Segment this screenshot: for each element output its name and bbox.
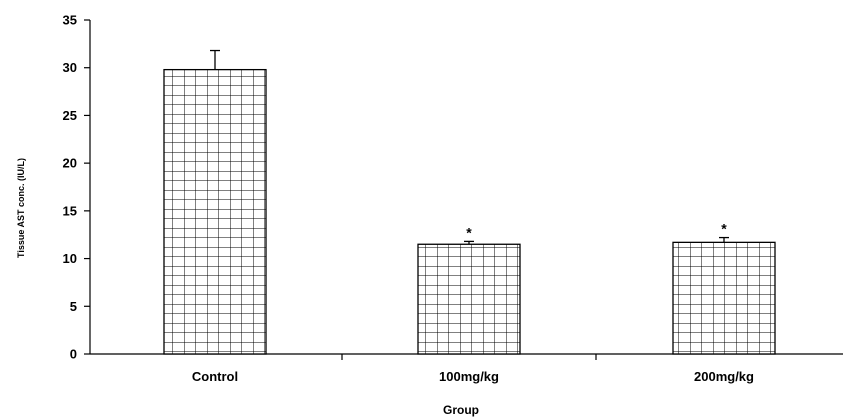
bar <box>672 241 776 355</box>
y-tick-label: 0 <box>70 347 77 362</box>
x-axis-title: Group <box>443 403 479 417</box>
y-axis-title: Tissue AST conc. (IU/L) <box>16 158 26 258</box>
error-bars <box>210 49 729 245</box>
y-tick-label: 5 <box>70 299 77 314</box>
y-tick-label: 25 <box>63 108 77 123</box>
x-tick-label: 100mg/kg <box>439 369 499 384</box>
bar <box>417 243 521 355</box>
bar <box>163 68 267 355</box>
x-axis <box>90 353 843 360</box>
y-axis: 0 5 10 15 20 25 30 35 <box>63 13 91 362</box>
y-tick-label: 30 <box>63 60 77 75</box>
category-labels: Control 100mg/kg 200mg/kg <box>192 369 754 384</box>
significance-markers: * * <box>466 221 727 241</box>
x-tick-label: Control <box>192 369 238 384</box>
y-tick-label: 10 <box>63 251 77 266</box>
y-tick-label: 20 <box>63 156 77 171</box>
y-tick-label: 35 <box>63 13 77 28</box>
bars <box>163 68 776 355</box>
significance-marker: * <box>466 224 472 240</box>
significance-marker: * <box>721 221 727 237</box>
y-tick-label: 15 <box>63 203 77 218</box>
x-tick-label: 200mg/kg <box>694 369 754 384</box>
